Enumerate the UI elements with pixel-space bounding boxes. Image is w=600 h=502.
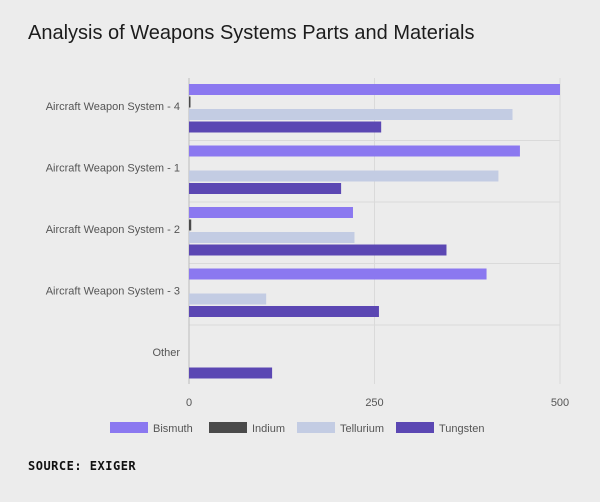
x-tick-label: 0 [186, 397, 192, 409]
bar-bismuth [189, 207, 353, 218]
bar-tungsten [189, 367, 273, 379]
bar-indium [189, 219, 192, 231]
bar-tungsten [189, 121, 382, 133]
bar-bismuth [189, 84, 560, 95]
legend-swatch [396, 422, 434, 433]
category-label: Aircraft Weapon System - 1 [46, 163, 180, 175]
category-label: Other [152, 347, 180, 359]
x-tick-label: 250 [365, 397, 383, 409]
legend-label: Bismuth [153, 423, 193, 435]
bar-tungsten [189, 306, 379, 317]
legend-swatch [297, 422, 335, 433]
bar-indium [189, 96, 191, 108]
source-label: SOURCE: EXIGER [28, 459, 137, 473]
legend-label: Indium [252, 423, 285, 435]
category-label: Aircraft Weapon System - 3 [46, 286, 180, 298]
category-label: Aircraft Weapon System - 2 [46, 224, 180, 236]
legend-label: Tellurium [340, 423, 384, 435]
legend-label: Tungsten [439, 423, 484, 435]
bar-tungsten [189, 183, 342, 194]
bar-tellurium [189, 109, 513, 120]
bar-bismuth [189, 268, 487, 280]
bar-bismuth [189, 145, 520, 157]
x-tick-label: 500 [551, 397, 569, 409]
category-label: Aircraft Weapon System - 4 [46, 101, 180, 113]
legend-swatch [209, 422, 247, 433]
bar-tellurium [189, 293, 267, 305]
bar-tellurium [189, 170, 499, 182]
bar-tungsten [189, 244, 447, 256]
bar-tellurium [189, 232, 355, 243]
chart-title: Analysis of Weapons Systems Parts and Ma… [28, 22, 475, 44]
legend-swatch [110, 422, 148, 433]
